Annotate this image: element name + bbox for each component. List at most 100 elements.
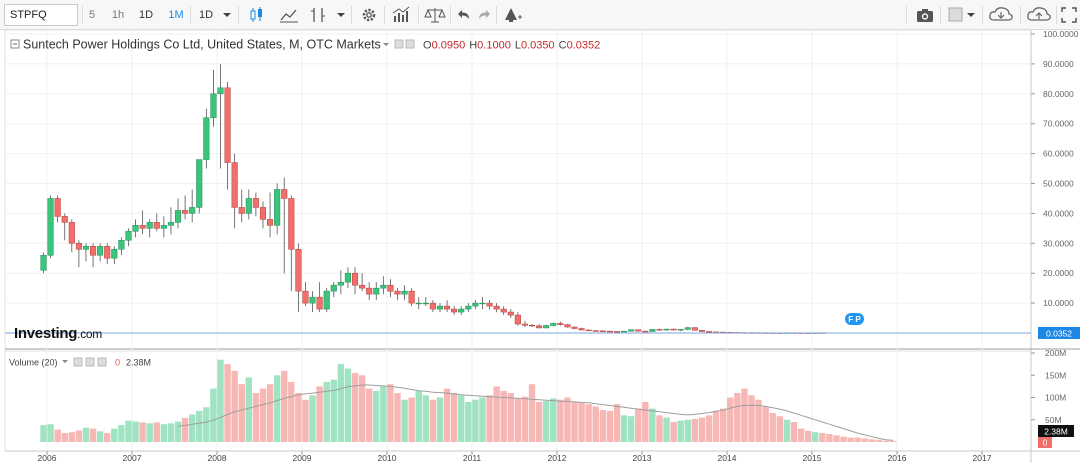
logo-main: Investing xyxy=(14,325,77,342)
candle xyxy=(436,303,444,313)
volume-bar xyxy=(514,398,522,442)
interval-select[interactable]: 1D xyxy=(198,9,214,21)
volume-tick-label: 200M xyxy=(1045,348,1066,358)
symbol-search-input[interactable] xyxy=(4,4,78,26)
candle xyxy=(465,303,472,313)
volume-settings-icon[interactable] xyxy=(73,357,83,367)
volume-legend-value: 2.38M xyxy=(126,358,151,368)
volume-bar xyxy=(748,395,755,442)
interval-dropdown-arrow-icon[interactable] xyxy=(220,4,234,26)
timeframe-1h-button[interactable]: 1h xyxy=(111,9,125,21)
candle xyxy=(387,279,394,298)
volume-bar xyxy=(889,440,897,442)
fullscreen-icon[interactable] xyxy=(1058,4,1080,26)
camera-snapshot-icon[interactable] xyxy=(912,4,938,26)
candle xyxy=(656,328,663,331)
candle xyxy=(231,153,238,229)
candle xyxy=(344,267,351,289)
volume-bar xyxy=(351,373,359,442)
candle xyxy=(146,219,153,238)
price-pane[interactable] xyxy=(4,30,1032,352)
volume-bar xyxy=(875,439,883,442)
toolbar-divider xyxy=(1020,6,1021,24)
drawing-dropdown-arrow-icon[interactable] xyxy=(334,4,348,26)
volume-bar xyxy=(769,413,776,442)
candle xyxy=(139,210,146,235)
timeframe-1m-button[interactable]: 1M xyxy=(168,9,184,21)
candle xyxy=(245,189,252,220)
volume-bar xyxy=(125,420,132,442)
volume-bar xyxy=(528,384,536,442)
volume-close-icon[interactable] xyxy=(97,357,107,367)
candle xyxy=(649,329,656,332)
volume-bar xyxy=(564,397,571,442)
cloud-load-icon[interactable] xyxy=(986,4,1016,26)
volume-bar xyxy=(196,410,203,442)
candle xyxy=(684,327,691,331)
candle xyxy=(217,63,224,169)
fp-event-marker[interactable]: F P xyxy=(845,313,864,325)
volume-bar xyxy=(259,388,267,442)
price-tick-label: 30.0000 xyxy=(1043,238,1074,248)
volume-bar xyxy=(627,416,635,442)
candle xyxy=(47,195,54,259)
candle xyxy=(479,297,486,310)
timeframe-1d-button[interactable]: 1D xyxy=(138,9,154,21)
chart-legend: Suntech Power Holdings Co Ltd, United St… xyxy=(10,38,600,52)
candle xyxy=(571,326,578,330)
volume-bar xyxy=(804,430,812,442)
candle xyxy=(316,282,323,313)
volume-bar xyxy=(783,419,791,442)
volume-hide-icon[interactable] xyxy=(85,357,95,367)
candle xyxy=(359,273,366,292)
last-price-badge: 0.0352 xyxy=(1038,327,1080,339)
drawing-tools-icon[interactable] xyxy=(306,4,332,26)
candle xyxy=(267,192,274,238)
volume-bar xyxy=(167,423,175,442)
svg-text:Investing.com: Investing.com xyxy=(14,325,102,342)
time-tick-label: 2008 xyxy=(208,453,227,463)
volume-bar xyxy=(365,388,373,442)
color-dropdown-arrow-icon[interactable] xyxy=(964,4,978,26)
price-tick-label: 60.0000 xyxy=(1043,149,1074,159)
alert-bell-icon[interactable] xyxy=(498,4,524,26)
timeframe-5-button[interactable]: 5 xyxy=(88,9,96,21)
candle xyxy=(302,282,309,307)
legend-hide-icon[interactable] xyxy=(405,39,415,49)
volume-bar xyxy=(507,393,514,442)
price-axis: 10.0000 20.0000 30.0000 40.0000 50.0000 60.00… xyxy=(1031,30,1079,308)
volume-bar xyxy=(132,421,139,442)
settings-gear-icon[interactable] xyxy=(356,4,382,26)
volume-bar xyxy=(231,370,238,442)
legend-settings-icon[interactable] xyxy=(394,39,404,49)
indicators-line-icon[interactable] xyxy=(276,4,302,26)
last-price-label: 0.0352 xyxy=(1046,329,1072,339)
price-chart[interactable]: 10.0000 20.0000 30.0000 40.0000 50.0000 60.00… xyxy=(0,30,1080,463)
candle xyxy=(592,330,599,332)
candle xyxy=(125,228,132,247)
cloud-save-icon[interactable] xyxy=(1024,4,1054,26)
legend-menu-arrow-icon[interactable] xyxy=(383,43,389,46)
indicators-bars-icon[interactable] xyxy=(388,4,414,26)
candle xyxy=(415,297,422,310)
time-tick-label: 2016 xyxy=(888,453,907,463)
candle xyxy=(401,285,408,301)
volume-bar xyxy=(118,425,125,442)
volume-bar xyxy=(819,433,826,442)
volume-zero-label: 0 xyxy=(1043,438,1048,448)
redo-icon[interactable] xyxy=(474,4,500,26)
undo-icon[interactable] xyxy=(452,4,478,26)
volume-menu-arrow-icon[interactable] xyxy=(62,360,68,363)
toolbar-divider xyxy=(450,6,451,24)
legend-open-value: 0.0950 xyxy=(432,40,466,52)
candle xyxy=(54,195,61,223)
candles-chart-type-icon[interactable] xyxy=(244,4,270,26)
compare-scale-icon[interactable] xyxy=(422,4,448,26)
toolbar-divider xyxy=(351,6,352,24)
candle xyxy=(61,213,68,241)
chart-color-square-icon[interactable] xyxy=(944,4,970,26)
volume-bar xyxy=(698,417,706,442)
volume-bar xyxy=(401,399,408,442)
volume-bar xyxy=(592,406,599,442)
volume-bar xyxy=(373,390,380,442)
